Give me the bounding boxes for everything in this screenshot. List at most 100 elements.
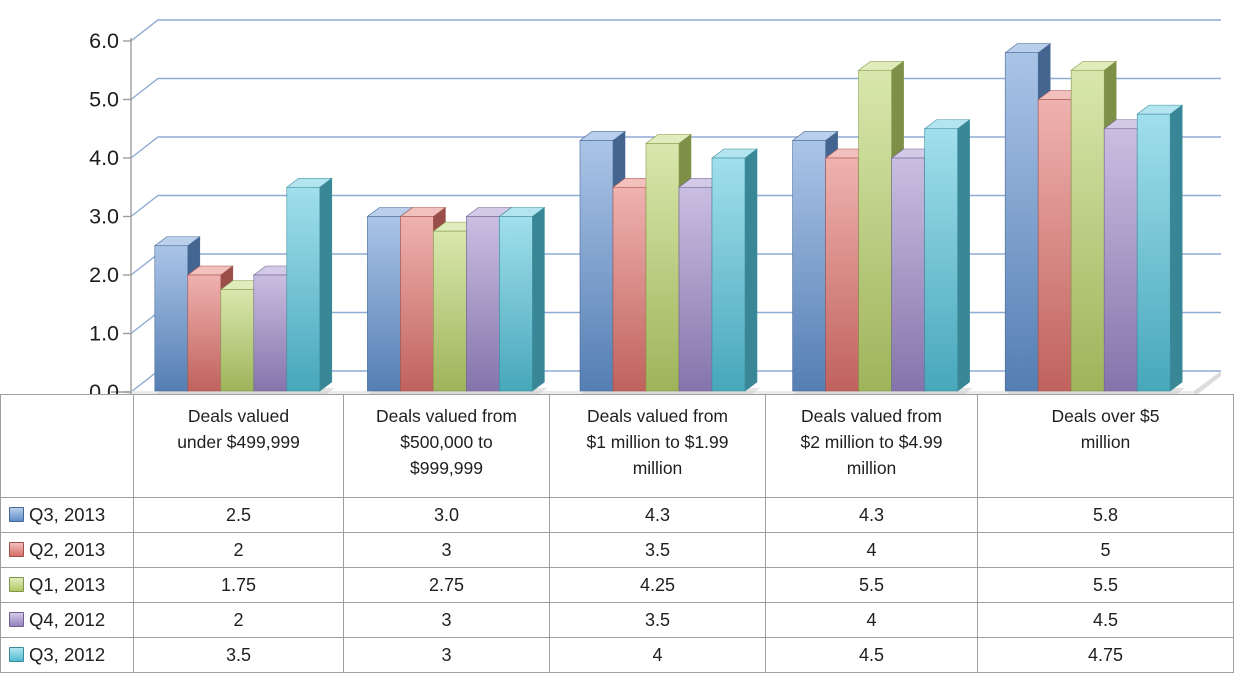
legend-column-header (0, 394, 134, 498)
bar-front-face (499, 216, 533, 392)
value-cell: 2 (133, 532, 344, 568)
bar-front-face (891, 157, 925, 392)
value-cell: 4.5 (977, 602, 1234, 638)
bar-q3-2012-cat1 (498, 206, 546, 392)
series-name: Q1, 2013 (29, 574, 106, 595)
value-cell: 5.5 (977, 567, 1234, 603)
bar-side-face (319, 177, 333, 392)
category-header: Deals over $5 million (977, 394, 1234, 498)
value-cell: 4.3 (765, 497, 978, 533)
table-row: Q2, 2013 2 3 3.5 4 5 (0, 532, 1234, 568)
series-row-label: Q1, 2013 (0, 567, 134, 603)
bar-front-face (645, 143, 680, 392)
y-gridline (130, 19, 1221, 42)
bar-front-face (1037, 99, 1072, 392)
bar-front-face (825, 157, 859, 392)
legend-key-icon (9, 612, 24, 627)
bar-q3-2012-cat3 (923, 119, 971, 392)
table-row: Q3, 2013 2.5 3.0 4.3 4.3 5.8 (0, 497, 1234, 533)
table-row: Q3, 2012 3.5 3 4 4.5 4.75 (0, 637, 1234, 673)
y-axis-label: 6.0 (89, 29, 119, 53)
bar-q3-2013-cat4 (1004, 43, 1052, 392)
value-cell: 2.5 (133, 497, 344, 533)
series-row-label: Q3, 2013 (0, 497, 134, 533)
bar-side-face (744, 148, 758, 392)
value-cell: 4.5 (765, 637, 978, 673)
legend-key-icon (9, 507, 24, 522)
bar-q3-2012-cat4 (1136, 104, 1184, 392)
bar-front-face (1136, 113, 1171, 392)
bar-q3-2012-cat0 (285, 177, 333, 392)
value-cell: 4.75 (977, 637, 1234, 673)
column-chart-plot: 0.0 1.0 2.0 3.0 4.0 5.0 6.0 (89, 19, 1221, 398)
value-cell: 3 (343, 637, 550, 673)
table-head: Deals valued under $499,999 Deals valued … (0, 394, 1234, 498)
y-axis-label: 3.0 (89, 205, 119, 229)
value-cell: 4 (765, 532, 978, 568)
chart-floor-side (1194, 371, 1221, 397)
bar-front-face (187, 274, 222, 392)
category-header: Deals valued from $2 million to $4.99 mi… (765, 394, 978, 498)
bar-front-face (286, 186, 321, 392)
y-axis-label: 2.0 (89, 263, 119, 287)
bar-front-face (579, 140, 614, 392)
value-cell: 4.25 (549, 567, 766, 603)
value-cell: 3 (343, 532, 550, 568)
table-row: Q4, 2012 2 3 3.5 4 4.5 (0, 602, 1234, 638)
value-cell: 4 (765, 602, 978, 638)
bar-front-face (400, 216, 434, 392)
series-row-label: Q4, 2012 (0, 602, 134, 638)
value-cell: 2 (133, 602, 344, 638)
value-cell: 3 (343, 602, 550, 638)
bar-front-face (220, 289, 255, 392)
bar-front-face (433, 230, 467, 392)
value-cell: 3.5 (549, 602, 766, 638)
bar-front-face (924, 128, 958, 392)
bar-q3-2012-cat2 (711, 148, 758, 392)
y-axis-label: 5.0 (89, 88, 119, 112)
series-name: Q3, 2013 (29, 504, 106, 525)
bar-front-face (466, 216, 500, 392)
series-row-label: Q2, 2013 (0, 532, 134, 568)
category-header: Deals valued under $499,999 (133, 394, 344, 498)
bar-front-face (1070, 69, 1105, 392)
bar-front-face (678, 186, 713, 392)
value-cell: 3.0 (343, 497, 550, 533)
y-axis-label: 4.0 (89, 146, 119, 170)
bar-side-face (1169, 104, 1183, 392)
series-name: Q4, 2012 (29, 609, 106, 630)
bar-front-face (612, 186, 647, 392)
chart-data-table: Deals valued under $499,999 Deals valued … (0, 394, 1234, 673)
value-cell: 4.3 (549, 497, 766, 533)
series-name: Q2, 2013 (29, 539, 106, 560)
bar-front-face (154, 245, 189, 392)
table-header-row: Deals valued under $499,999 Deals valued … (0, 394, 1234, 498)
bar-front-face (253, 274, 288, 392)
bar-side-face (532, 206, 545, 392)
table-row: Q1, 2013 1.75 2.75 4.25 5.5 5.5 (0, 567, 1234, 603)
category-header: Deals valued from $500,000 to $999,999 (343, 394, 550, 498)
value-cell: 3.5 (133, 637, 344, 673)
category-header: Deals valued from $1 million to $1.99 mi… (549, 394, 766, 498)
y-axis-label: 1.0 (89, 322, 119, 346)
legend-key-icon (9, 542, 24, 557)
legend-key-icon (9, 647, 24, 662)
y-axis-label: 0.0 (89, 380, 119, 398)
value-cell: 2.75 (343, 567, 550, 603)
value-cell: 5.8 (977, 497, 1234, 533)
table-body: Q3, 2013 2.5 3.0 4.3 4.3 5.8 Q2, 2013 2 3 3.5 4 5 Q1… (0, 497, 1234, 673)
value-cell: 3.5 (549, 532, 766, 568)
bar-front-face (858, 69, 892, 392)
value-cell: 5.5 (765, 567, 978, 603)
value-cell: 1.75 (133, 567, 344, 603)
series-row-label: Q3, 2012 (0, 637, 134, 673)
value-cell: 5 (977, 532, 1234, 568)
bar-front-face (1004, 52, 1039, 392)
bar-front-face (367, 216, 401, 392)
legend-key-icon (9, 577, 24, 592)
series-name: Q3, 2012 (29, 644, 106, 665)
bar-front-face (711, 157, 746, 392)
bar-front-face (1103, 128, 1138, 392)
bar-front-face (792, 140, 826, 392)
